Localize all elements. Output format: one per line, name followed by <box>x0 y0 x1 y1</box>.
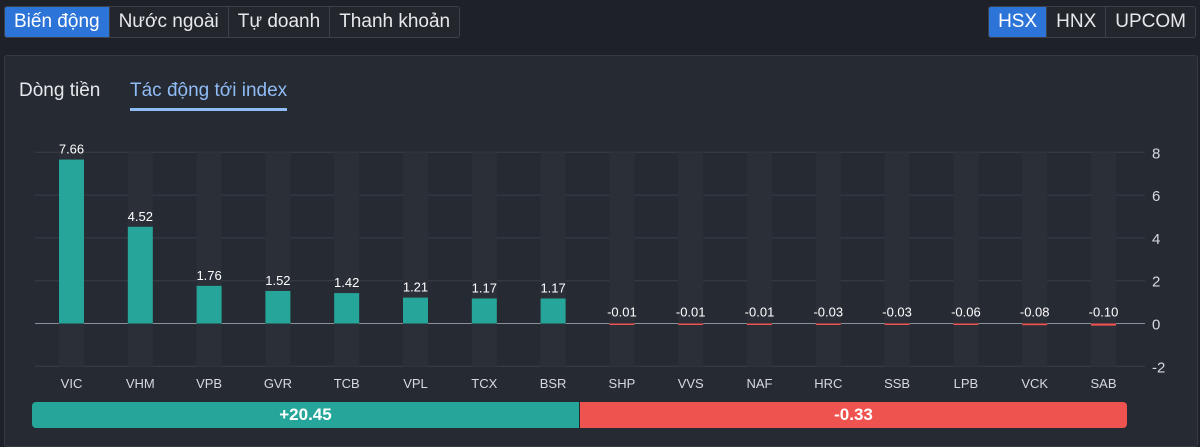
y-tick-label: 4 <box>1152 231 1160 248</box>
y-tick-label: 2 <box>1152 274 1160 291</box>
bar-vpl <box>403 297 428 324</box>
x-tick-label: VPB <box>196 376 222 391</box>
tab-nuoc-ngoai[interactable]: Nước ngoài <box>109 7 229 37</box>
x-tick-label: VVS <box>678 376 704 391</box>
tab-thanh-khoan[interactable]: Thanh khoản <box>330 7 460 37</box>
index-impact-chart: 8 6 4 2 0 -2 7.66 VIC 4.52 VHM 1.76 VPB 1.52 GVR 1.42 T… <box>35 142 1165 391</box>
bar-vpb <box>196 285 222 324</box>
data-label: 1.17 <box>540 280 565 295</box>
bar-track <box>1022 152 1048 367</box>
tab-tu-doanh[interactable]: Tự doanh <box>228 7 331 37</box>
x-tick-label: TCX <box>471 376 497 391</box>
bar-track <box>815 152 841 367</box>
tab-hsx[interactable]: HSX <box>989 7 1048 37</box>
x-tick-label: GVR <box>264 376 292 391</box>
bar-ssb <box>884 323 910 325</box>
x-tick-label: SHP <box>609 376 636 391</box>
subtab-dong-tien[interactable]: Dòng tiền <box>19 80 101 101</box>
x-tick-label: SSB <box>884 376 910 391</box>
bar-vic <box>59 159 84 324</box>
x-tick-label: VPL <box>403 376 428 391</box>
x-tick-label: HRC <box>814 376 842 391</box>
x-tick-label: VHM <box>126 376 155 391</box>
negative-total-bar: -0.33 <box>580 402 1127 428</box>
tab-upcom[interactable]: UPCOM <box>1106 7 1195 37</box>
bar-track <box>747 152 772 367</box>
data-label: -0.10 <box>1089 305 1119 320</box>
x-tick-label: VCK <box>1021 376 1048 391</box>
tab-hnx[interactable]: HNX <box>1047 7 1107 37</box>
bar-track <box>678 152 704 367</box>
bar-track <box>403 152 428 367</box>
data-label: 1.17 <box>472 280 497 295</box>
data-label: -0.01 <box>607 305 637 320</box>
bar-hrc <box>815 323 841 325</box>
view-tabs: Biến động Nước ngoài Tự doanh Thanh khoả… <box>4 6 461 38</box>
bar-bsr <box>540 298 566 324</box>
y-tick-label: 6 <box>1152 188 1160 205</box>
x-tick-label: BSR <box>540 376 567 391</box>
x-tick-label: NAF <box>747 376 773 391</box>
bar-lpb <box>953 323 979 325</box>
data-label: -0.06 <box>951 305 981 320</box>
bar-track <box>884 152 910 367</box>
data-label: 1.42 <box>334 275 359 290</box>
data-label: 1.76 <box>196 268 221 283</box>
x-tick-label: TCB <box>334 376 360 391</box>
x-tick-label: VIC <box>61 376 83 391</box>
bar-track <box>1091 152 1116 367</box>
bar-track <box>953 152 979 367</box>
subtab-tac-dong-index[interactable]: Tác động tới index <box>130 80 288 111</box>
bar-track <box>334 152 360 367</box>
data-label: 7.66 <box>59 142 84 157</box>
bar-track <box>540 152 566 367</box>
y-tick-label: -2 <box>1152 359 1165 376</box>
y-tick-label: 0 <box>1152 317 1160 334</box>
data-label: -0.01 <box>745 305 775 320</box>
bar-vhm <box>127 226 153 324</box>
data-label: -0.03 <box>882 305 912 320</box>
bar-vvs <box>678 323 704 325</box>
bar-track <box>609 152 635 367</box>
x-tick-label: LPB <box>954 376 979 391</box>
y-tick-label: 8 <box>1152 145 1160 162</box>
bar-shp <box>609 323 635 325</box>
positive-total-bar: +20.45 <box>32 402 579 428</box>
bar-vck <box>1022 323 1048 326</box>
bar-tcx <box>471 298 497 324</box>
bar-naf <box>747 323 772 325</box>
bar-track <box>471 152 497 367</box>
tab-bien-dong[interactable]: Biến động <box>5 7 110 37</box>
data-label: -0.08 <box>1020 305 1050 320</box>
bar-sab <box>1091 323 1116 326</box>
bar-track <box>265 152 291 367</box>
data-label: 1.21 <box>403 280 428 295</box>
bar-gvr <box>265 290 291 324</box>
data-label: 4.52 <box>128 209 153 224</box>
data-label: -0.01 <box>676 305 706 320</box>
data-label: -0.03 <box>813 305 843 320</box>
bar-track <box>196 152 222 367</box>
bar-tcb <box>334 293 360 324</box>
x-tick-label: SAB <box>1090 376 1116 391</box>
data-label: 1.52 <box>265 273 290 288</box>
exchange-tabs: HSX HNX UPCOM <box>988 6 1196 38</box>
